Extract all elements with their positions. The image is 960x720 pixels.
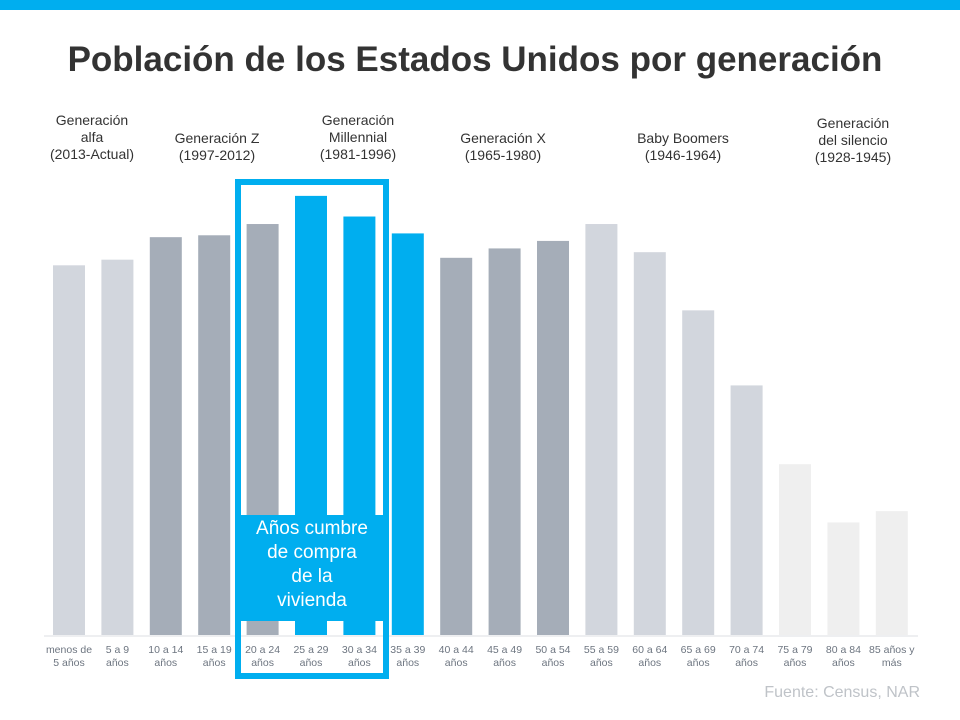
generation-label-line: (1981-1996)	[319, 146, 397, 162]
chart-title: Población de los Estados Unidos por gene…	[67, 40, 883, 79]
generation-label: Baby Boomers (1946-1964)	[613, 130, 753, 164]
x-tick-label: años	[396, 657, 419, 669]
x-tick-label: años	[203, 657, 226, 669]
x-tick-label: 75 a 79	[777, 644, 812, 656]
x-tick-label: 30 a 34	[342, 644, 377, 656]
x-tick-label: 20 a 24	[245, 644, 280, 656]
x-tick-label: años	[784, 657, 807, 669]
generation-label: Generación del silencio (1928-1945)	[783, 115, 923, 166]
x-tick-label: 50 a 54	[535, 644, 570, 656]
x-tick-label: años	[106, 657, 129, 669]
bar	[149, 237, 182, 636]
x-tick-label: años	[300, 657, 323, 669]
bar	[101, 259, 134, 635]
bar	[53, 265, 85, 635]
generation-label-line: Generación	[816, 115, 890, 131]
x-tick-label: 45 a 49	[487, 644, 522, 656]
x-tick-label: 10 a 14	[148, 644, 183, 656]
x-tick-label: años	[687, 657, 710, 669]
generation-label: Generación X (1965-1980)	[433, 130, 573, 164]
x-tick-label: años	[154, 657, 177, 669]
x-tick-label: años	[590, 657, 613, 669]
x-tick-label: 60 a 64	[632, 644, 667, 656]
x-tick-label: 5 años	[53, 657, 85, 669]
bar	[682, 310, 715, 635]
generation-label-line: (1946-1964)	[644, 147, 722, 163]
generation-label-line: Generación	[55, 112, 129, 128]
x-tick-label: 70 a 74	[729, 644, 764, 656]
x-tick-label: años	[638, 657, 661, 669]
bar	[585, 224, 618, 636]
generation-label: Generación alfa (2013-Actual)	[22, 112, 162, 163]
generation-label: Generación Millennial (1981-1996)	[288, 112, 428, 163]
generation-label-line: (1928-1945)	[814, 149, 892, 165]
generation-label-line: del silencio	[818, 132, 888, 148]
top-accent-bar	[0, 0, 960, 10]
x-tick-label: 55 a 59	[584, 644, 619, 656]
x-tick-label: años	[445, 657, 468, 669]
peak-home-buying-highlight-box	[235, 179, 389, 679]
generation-label-line: alfa	[80, 129, 104, 145]
x-tick-label: 35 a 39	[390, 644, 425, 656]
bar	[827, 522, 860, 635]
generation-label-line: Generación Z	[174, 130, 260, 146]
bar	[198, 235, 231, 636]
annotation-line: de la	[291, 566, 333, 587]
x-tick-label: años	[493, 657, 516, 669]
x-tick-label: menos de	[46, 644, 92, 656]
bar	[730, 385, 763, 635]
x-tick-label: 25 a 29	[293, 644, 328, 656]
generation-label-line: (1997-2012)	[178, 147, 256, 163]
annotation-line: Años cumbre	[256, 518, 368, 539]
generation-label-line: Millennial	[328, 129, 388, 145]
x-tick-label: más	[882, 657, 902, 669]
generation-label-line: Baby Boomers	[637, 130, 729, 146]
generation-label: Generación Z (1997-2012)	[147, 130, 287, 164]
generation-label-line: (2013-Actual)	[49, 146, 135, 162]
bar	[391, 233, 424, 635]
x-tick-label: años	[735, 657, 758, 669]
x-tick-label: años	[251, 657, 274, 669]
annotation-line: vivienda	[277, 590, 347, 611]
bar	[875, 511, 908, 635]
x-tick-label: 5 a 9	[106, 644, 130, 656]
generation-label-line: (1965-1980)	[464, 147, 542, 163]
peak-home-buying-annotation: Años cumbre de compra de la vivienda	[241, 515, 383, 621]
x-tick-label: 40 a 44	[439, 644, 474, 656]
bar	[537, 240, 569, 635]
source-note: Fuente: Census, NAR	[764, 684, 920, 701]
bar	[488, 248, 521, 636]
x-tick-label: 80 a 84	[826, 644, 861, 656]
annotation-line: de compra	[267, 542, 357, 563]
generation-label-line: Generación	[321, 112, 395, 128]
generation-label-line: Generación X	[460, 130, 546, 146]
bar	[779, 464, 811, 635]
x-tick-label: años	[542, 657, 565, 669]
x-tick-label: 15 a 19	[197, 644, 232, 656]
x-tick-label: años	[348, 657, 371, 669]
x-tick-label: 65 a 69	[681, 644, 716, 656]
x-tick-label: años	[832, 657, 855, 669]
bar	[440, 257, 473, 635]
bar	[633, 252, 666, 635]
x-tick-label: 85 años y	[869, 644, 915, 656]
